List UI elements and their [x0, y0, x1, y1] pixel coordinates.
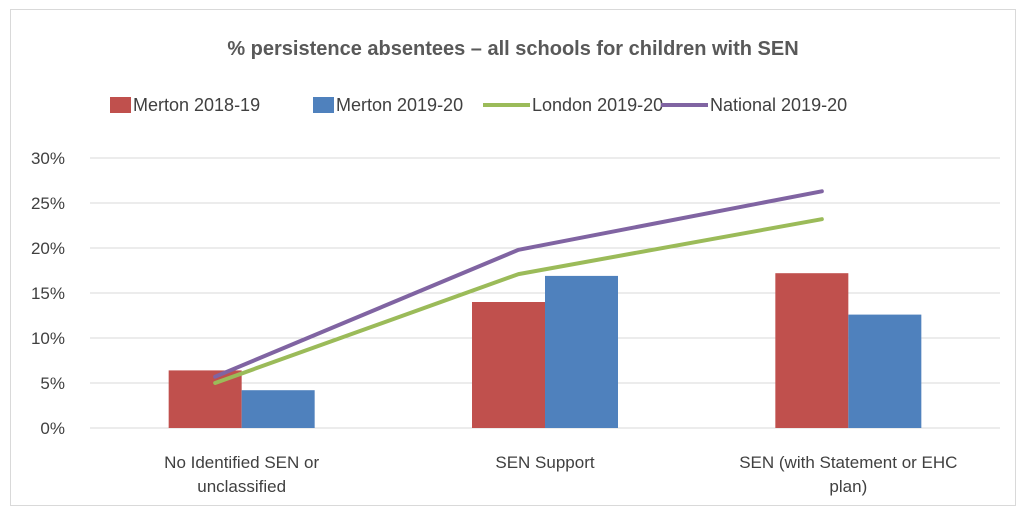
y-tick-label: 0%	[40, 419, 65, 438]
y-tick-label: 20%	[31, 239, 65, 258]
x-category-label: SEN (with Statement or EHC plan)	[739, 453, 957, 496]
legend-item: Merton 2019-20	[313, 95, 463, 115]
bar-merton-2018-19	[168, 370, 242, 428]
legend-swatch-ext	[313, 97, 325, 113]
bar-merton-2018-19	[472, 302, 545, 428]
line-national-2019-20	[213, 189, 824, 379]
y-axis-ticks: 0% 5% 10% 15% 20% 25% 30%	[31, 149, 65, 438]
legend-label: Merton 2019-20	[336, 95, 463, 115]
bar-merton-2019-20	[545, 275, 618, 428]
legend-swatch	[325, 97, 334, 113]
chart-title: % persistence absentees – all schools fo…	[227, 38, 798, 60]
legend-label: Merton 2018-19	[133, 95, 260, 115]
y-tick-label: 25%	[31, 194, 65, 213]
y-tick-label: 10%	[31, 329, 65, 348]
x-category-label: No Identified SEN or unclassified	[164, 453, 319, 496]
y-tick-label: 15%	[31, 284, 65, 303]
y-tick-label: 5%	[40, 374, 65, 393]
legend-label: National 2019-20	[710, 95, 847, 115]
y-tick-label: 30%	[31, 149, 65, 168]
legend-item: National 2019-20	[661, 95, 847, 115]
line-london-2019-20	[213, 217, 824, 385]
legend-item: Merton 2018-19	[110, 95, 260, 115]
bar-merton-2019-20	[848, 314, 922, 428]
bar-merton-2018-19	[775, 273, 849, 428]
legend-label: London 2019-20	[532, 95, 663, 115]
legend-swatch	[122, 97, 131, 113]
lines	[213, 189, 824, 385]
legend: Merton 2018-19 Merton 2019-20 London 2019-…	[110, 95, 847, 115]
bars	[168, 273, 922, 428]
x-axis-labels: No Identified SEN or unclassified SEN Supp…	[164, 453, 957, 496]
x-category-label: SEN Support	[495, 453, 594, 472]
bar-merton-2019-20	[241, 390, 315, 428]
legend-swatch-ext	[110, 97, 122, 113]
legend-item: London 2019-20	[483, 95, 663, 115]
